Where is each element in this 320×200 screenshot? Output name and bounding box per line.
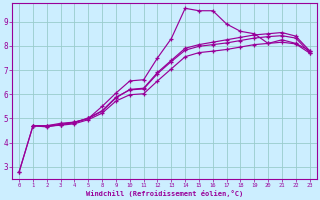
X-axis label: Windchill (Refroidissement éolien,°C): Windchill (Refroidissement éolien,°C) [86, 190, 243, 197]
